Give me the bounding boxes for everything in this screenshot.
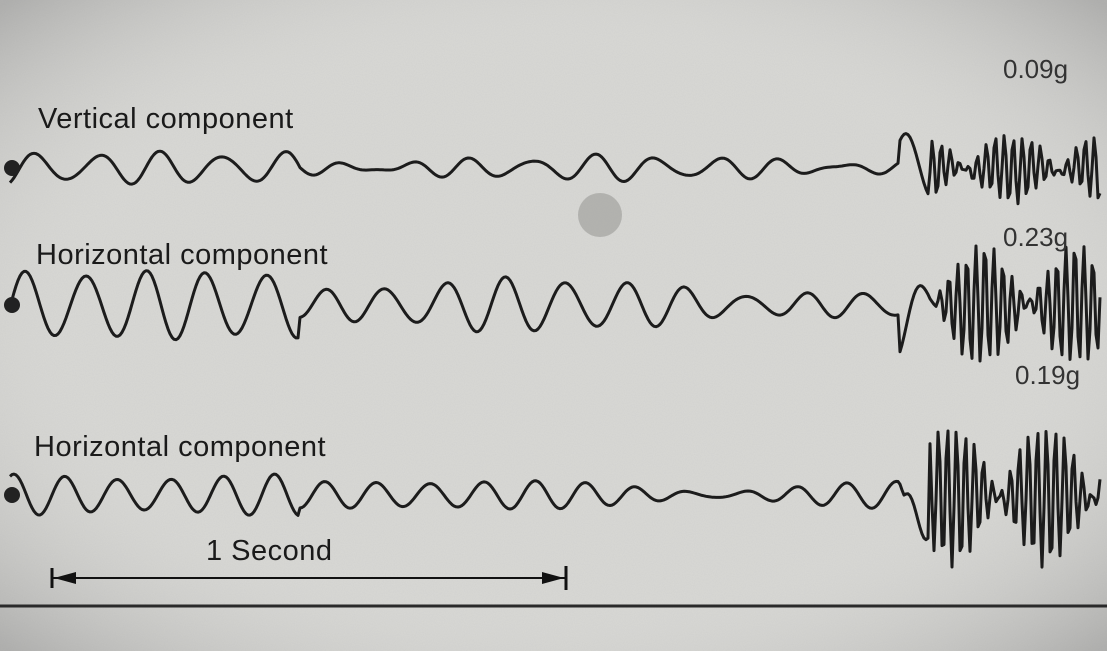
smudge [578,193,622,237]
arrow-head [542,572,564,584]
trace-wave [8,132,1102,206]
trace-label: Horizontal component [36,239,328,271]
trace-wave [8,429,1102,569]
trace-wave [8,244,1102,363]
trace-start [4,487,20,503]
traces [4,132,1102,569]
peak-label: 0.19g [1015,360,1080,390]
peak-label: 0.23g [1003,222,1068,252]
trace-start [4,297,20,313]
arrow-head [54,572,76,584]
peak-label: 0.09g [1003,54,1068,84]
scale-label: 1 Second [206,535,333,567]
trace-start [4,160,20,176]
trace-label: Vertical component [38,103,294,135]
trace-label: Horizontal component [34,431,326,463]
